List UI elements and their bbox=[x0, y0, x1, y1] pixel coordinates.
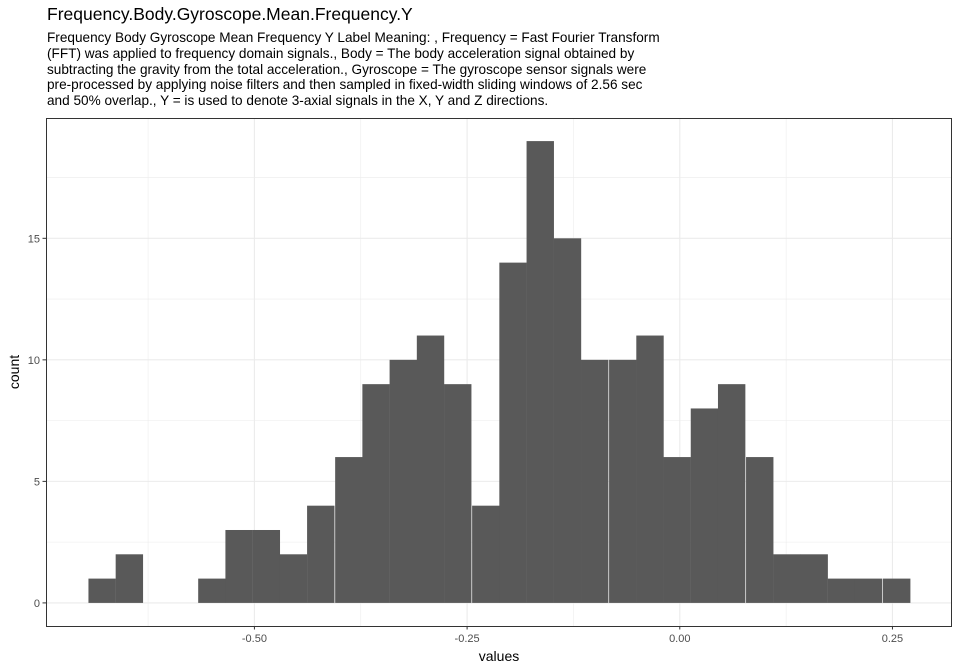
histogram-bar bbox=[499, 262, 527, 603]
histogram-bar bbox=[636, 335, 664, 603]
histogram-bar bbox=[416, 335, 445, 603]
plot-border bbox=[46, 118, 952, 627]
histogram-bar bbox=[717, 384, 746, 603]
histogram-bar bbox=[307, 505, 335, 603]
chart-subtitle: Frequency Body Gyroscope Mean Frequency … bbox=[47, 30, 747, 109]
histogram-bar bbox=[198, 578, 226, 603]
x-tick-label: 0.00 bbox=[669, 633, 690, 645]
histogram-bar bbox=[553, 238, 582, 603]
x-tick-label: 0.25 bbox=[882, 633, 903, 645]
x-tick-label: -0.25 bbox=[455, 633, 480, 645]
chart-title: Frequency.Body.Gyroscope.Mean.Frequency.… bbox=[47, 4, 413, 24]
histogram-bar bbox=[335, 457, 363, 603]
histogram-bar bbox=[252, 529, 281, 603]
histogram-bar bbox=[389, 359, 417, 603]
subtitle-line: and 50% overlap., Y = is used to denote … bbox=[47, 93, 549, 109]
histogram-bar bbox=[225, 529, 253, 603]
y-axis-title: count bbox=[6, 355, 22, 389]
y-tick-label: 5 bbox=[34, 476, 40, 488]
subtitle-line: Frequency Body Gyroscope Mean Frequency … bbox=[47, 30, 660, 45]
x-tick-label: -0.50 bbox=[242, 633, 267, 645]
subtitle-line: subtracting the gravity from the total a… bbox=[47, 61, 647, 77]
histogram-bar bbox=[362, 384, 390, 603]
histogram-bar bbox=[854, 578, 883, 603]
histogram-bar bbox=[472, 505, 500, 603]
histogram-bar bbox=[773, 554, 801, 603]
histogram-bar bbox=[827, 578, 856, 603]
subtitle-line: pre-processed by applying noise filters … bbox=[47, 77, 643, 93]
x-axis-title: values bbox=[479, 648, 519, 664]
histogram-bar bbox=[88, 578, 116, 603]
y-tick-label: 10 bbox=[28, 355, 40, 367]
histogram-bar bbox=[663, 457, 691, 603]
y-tick-label: 0 bbox=[34, 598, 40, 610]
y-tick-label: 15 bbox=[28, 233, 40, 245]
histogram-bar bbox=[690, 408, 719, 603]
histogram-bars bbox=[88, 141, 911, 603]
histogram-bar bbox=[279, 554, 308, 603]
histogram-bar bbox=[581, 359, 609, 603]
histogram-bar bbox=[444, 384, 472, 603]
histogram-bar bbox=[526, 141, 554, 603]
histogram-bar bbox=[115, 554, 144, 603]
histogram-bar bbox=[883, 578, 911, 603]
axes: -0.50 -0.25 0.00 0.25 0 5 10 15 bbox=[28, 233, 903, 645]
histogram-bar bbox=[800, 554, 828, 603]
histogram-bar bbox=[746, 457, 774, 603]
histogram-bar bbox=[609, 359, 637, 603]
subtitle-line: (FFT) was applied to frequency domain si… bbox=[47, 45, 635, 61]
